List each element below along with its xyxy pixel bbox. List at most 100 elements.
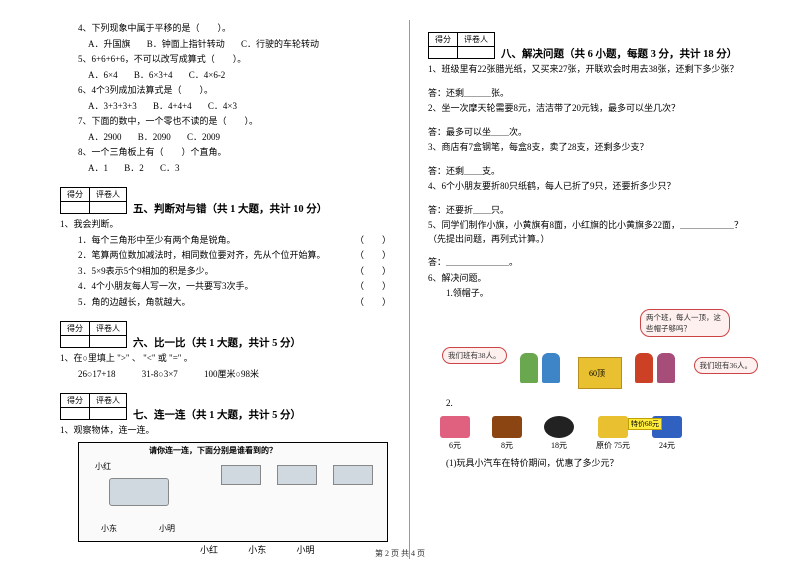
observe-figure: 请你连一连，下面分别是谁看到的？ 小红 小东 小明 <box>78 442 388 542</box>
rq6-2: 2. <box>428 397 760 411</box>
opt: C．3 <box>160 163 180 173</box>
page-footer: 第 2 页 共 4 页 <box>0 548 800 559</box>
hat-box-icon <box>578 357 622 389</box>
paren: （ ） <box>355 249 391 263</box>
price-item: 18元 <box>544 416 574 451</box>
score-label: 得分 <box>429 33 458 47</box>
q8: 8、一个三角板上有（ ）个直角。 <box>60 146 391 160</box>
opt: B．4+4+4 <box>153 101 192 111</box>
kid-icon <box>520 353 538 383</box>
paren: （ ） <box>355 280 391 294</box>
q6-opts: A．3+3+3+3 B．4+4+4 C．4×3 <box>60 100 391 114</box>
speech-bubble: 我们班有38人。 <box>442 347 507 364</box>
rq3: 3、商店有7盒钢笔，每盒8支，卖了28支，还剩多少支？ <box>428 141 760 155</box>
q4: 4、下列现象中属于平移的是（ ）。 <box>60 22 391 36</box>
ra2: 答：最多可以坐＿＿次。 <box>428 126 760 140</box>
section-5-header: 得分评卷人 五、判断对与错（共 1 大题，共计 10 分） <box>60 181 391 216</box>
label-xh: 小红 <box>95 461 111 472</box>
opt: B．2090 <box>138 132 171 142</box>
compare-head: 1、在○里填上 ">" 、 "<" 或 "=" 。 <box>60 352 391 366</box>
price-label: 18元 <box>551 441 567 450</box>
price-row: 6元 8元 18元 特价68元 原价 75元 24元 <box>428 416 760 451</box>
exam-page: 4、下列现象中属于平移的是（ ）。 A．升国旗 B．钟面上指针转动 C．行驶的车… <box>0 0 800 569</box>
label-xd: 小东 <box>101 523 117 534</box>
view-icon <box>277 465 317 485</box>
ra3: 答：还剩＿＿支。 <box>428 165 760 179</box>
bus-icon <box>109 478 169 506</box>
kid-icon <box>635 353 653 383</box>
rq6: 6、解决问题。 <box>428 272 760 286</box>
judge-text: 4．4个小朋友每人写一次，一共要写3次手。 <box>78 280 254 294</box>
speech-bubble: 两个班，每人一顶，这些帽子够吗？ <box>640 309 730 337</box>
paren: （ ） <box>355 234 391 248</box>
grader-label: 评卷人 <box>458 33 495 47</box>
opt: B．钟面上指针转动 <box>147 39 225 49</box>
judge-head: 1、我会判断。 <box>60 218 391 232</box>
price-item: 8元 <box>492 416 522 451</box>
judge-item: 2．笔算两位数加减法时，相同数位要对齐，先从个位开始算。 （ ） <box>60 249 391 263</box>
section-7-title: 七、连一连（共 1 大题，共计 5 分） <box>133 407 301 422</box>
judge-item: 5．角的边越长，角就越大。 （ ） <box>60 296 391 310</box>
judge-text: 1．每个三角形中至少有两个角是锐角。 <box>78 234 236 248</box>
judge-text: 3．5×9表示5个9相加的积是多少。 <box>78 265 214 279</box>
section-8-header: 得分评卷人 八、解决问题（共 6 小题，每题 3 分，共计 18 分） <box>428 26 760 61</box>
opt: A．3+3+3+3 <box>88 101 137 111</box>
q5: 5、6+6+6+6，不可以改写成算式（ ）。 <box>60 53 391 67</box>
hat-figure: 我们班有38人。 两个班，每人一顶，这些帽子够吗？ 我们班有36人。 <box>440 305 760 395</box>
price-item: 特价68元 原价 75元 <box>596 416 630 451</box>
judge-text: 2．笔算两位数加减法时，相同数位要对齐，先从个位开始算。 <box>78 249 326 263</box>
score-box: 得分评卷人 <box>60 187 127 214</box>
judge-text: 5．角的边越长，角就越大。 <box>78 296 191 310</box>
kid-icon <box>657 353 675 383</box>
grader-label: 评卷人 <box>90 188 127 202</box>
ball-icon <box>544 416 574 438</box>
ra1: 答：还剩＿＿＿张。 <box>428 87 760 101</box>
section-8-title: 八、解决问题（共 6 小题，每题 3 分，共计 18 分） <box>501 46 737 61</box>
view-icon <box>333 465 373 485</box>
score-box: 得分评卷人 <box>428 32 495 59</box>
score-label: 得分 <box>61 322 90 336</box>
score-box: 得分评卷人 <box>60 321 127 348</box>
q4-opts: A．升国旗 B．钟面上指针转动 C．行驶的车轮转动 <box>60 38 391 52</box>
toy-icon <box>492 416 522 438</box>
judge-item: 3．5×9表示5个9相加的积是多少。 （ ） <box>60 265 391 279</box>
label-xm: 小明 <box>159 523 175 534</box>
price-label: 原价 75元 <box>596 441 630 450</box>
q5-opts: A．6×4 B．6×3+4 C．4×6-2 <box>60 69 391 83</box>
paren: （ ） <box>355 265 391 279</box>
rq6-2q: (1)玩具小汽车在特价期间，优惠了多少元？ <box>428 457 760 471</box>
compare-a: 26○17+18 <box>78 369 116 379</box>
opt: B．6×3+4 <box>134 70 173 80</box>
right-column: 得分评卷人 八、解决问题（共 6 小题，每题 3 分，共计 18 分） 1、班级… <box>410 20 770 559</box>
rq5: 5、同学们制作小旗，小黄旗有8面，小红旗的比小黄旗多22面，＿＿＿＿＿＿？（先提… <box>428 219 760 246</box>
compare-items: 26○17+18 31-8○3×7 100厘米○98米 <box>60 368 391 382</box>
car-icon <box>598 416 628 438</box>
q6: 6、4个3列成加法算式是（ ）。 <box>60 84 391 98</box>
compare-b: 31-8○3×7 <box>142 369 178 379</box>
section-6-title: 六、比一比（共 1 大题，共计 5 分） <box>133 335 301 350</box>
q7-opts: A．2900 B．2090 C．2009 <box>60 131 391 145</box>
q8-opts: A．1 B．2 C．3 <box>60 162 391 176</box>
price-label: 8元 <box>501 441 513 450</box>
ra4: 答：还要折＿＿只。 <box>428 204 760 218</box>
rq4: 4、6个小朋友要折80只纸鹤，每人已折了9只，还要折多少只？ <box>428 180 760 194</box>
price-label: 24元 <box>659 441 675 450</box>
opt: C．4×6-2 <box>189 70 226 80</box>
q7: 7、下面的数中，一个零也不读的是（ ）。 <box>60 115 391 129</box>
link-head: 1、观察物体，连一连。 <box>60 424 391 438</box>
sale-tag: 特价68元 <box>628 418 662 430</box>
kid-icon <box>542 353 560 383</box>
price-label: 6元 <box>449 441 461 450</box>
opt: C．2009 <box>187 132 220 142</box>
section-5-title: 五、判断对与错（共 1 大题，共计 10 分） <box>133 201 327 216</box>
price-item: 6元 <box>440 416 470 451</box>
section-6-header: 得分评卷人 六、比一比（共 1 大题，共计 5 分） <box>60 315 391 350</box>
opt: B．2 <box>124 163 144 173</box>
judge-item: 1．每个三角形中至少有两个角是锐角。 （ ） <box>60 234 391 248</box>
view-row <box>221 465 373 485</box>
speech-bubble: 我们班有36人。 <box>694 357 759 374</box>
paren: （ ） <box>355 296 391 310</box>
grader-label: 评卷人 <box>90 322 127 336</box>
ra5: 答：＿＿＿＿＿＿＿。 <box>428 256 760 270</box>
rq1: 1、班级里有22张腊光纸，又买来27张，开联欢会时用去38张，还剩下多少张？ <box>428 63 760 77</box>
